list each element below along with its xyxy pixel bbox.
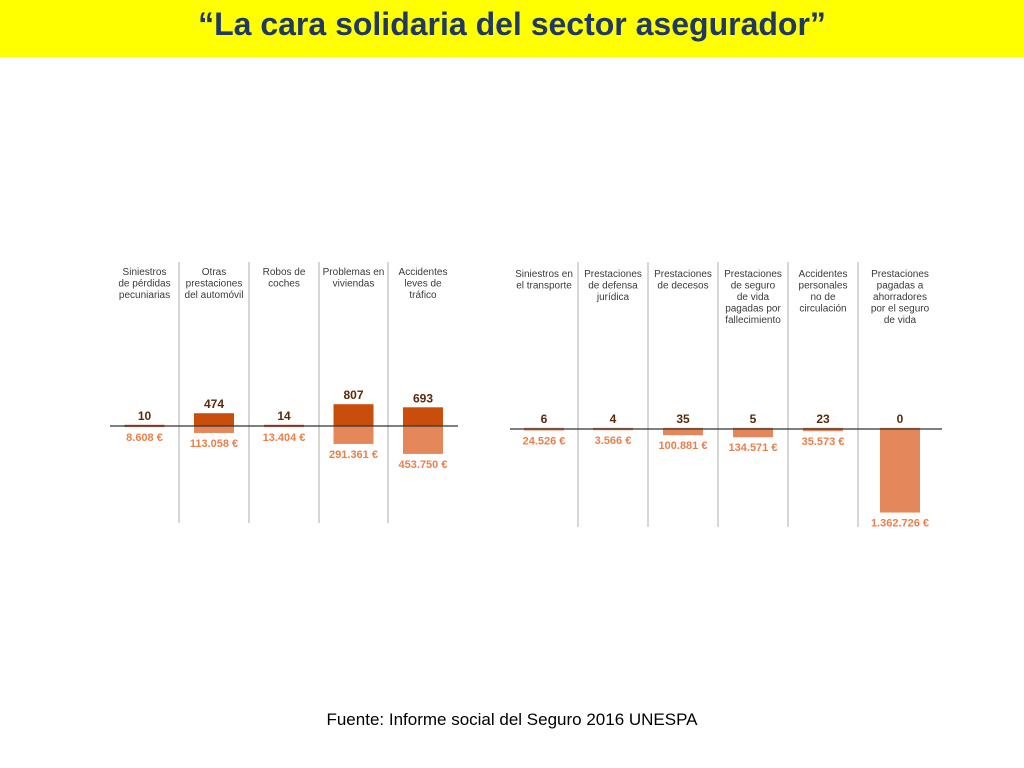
category-label: de pérdidas [118, 279, 170, 290]
category-label: Siniestros en [515, 269, 573, 280]
amount-bar [733, 429, 773, 438]
amount-bar [663, 429, 703, 436]
category-label: de decesos [657, 281, 708, 292]
category-label: de vida [737, 292, 770, 303]
category-label: personales [799, 281, 848, 292]
amount-label: 35.573 € [802, 436, 845, 448]
category-label: Accidentes [399, 267, 448, 278]
category-label: no de [810, 292, 835, 303]
count-label: 807 [343, 388, 363, 402]
amount-label: 100.881 € [659, 440, 708, 452]
source-caption: Fuente: Informe social del Seguro 2016 U… [326, 710, 698, 729]
count-label: 4 [610, 412, 617, 426]
category-label: Problemas en [323, 267, 385, 278]
category-label: circulación [799, 304, 846, 315]
category-label: viviendas [333, 279, 375, 290]
count-label: 35 [676, 412, 690, 426]
amount-label: 113.058 € [190, 438, 238, 450]
category-label: pagadas a [877, 281, 924, 292]
count-label: 5 [750, 412, 757, 426]
category-label: coches [268, 279, 300, 290]
category-label: jurídica [596, 292, 630, 303]
amount-label: 291.361 € [329, 449, 378, 461]
category-label: tráfico [409, 290, 437, 301]
category-label: Prestaciones [654, 269, 712, 280]
amount-bar [333, 426, 374, 444]
amount-bar [403, 426, 443, 454]
amount-label: 3.566 € [595, 435, 632, 447]
amount-label: 13.404 € [263, 432, 306, 444]
category-label: Otras [202, 267, 226, 278]
category-label: Prestaciones [724, 269, 782, 280]
category-label: fallecimiento [725, 315, 781, 326]
count-bar [194, 413, 234, 426]
count-label: 0 [897, 412, 904, 426]
amount-label: 1.362.726 € [871, 518, 929, 530]
count-label: 693 [413, 391, 433, 405]
category-label: pecuniarias [119, 290, 170, 301]
amount-label: 453.750 € [399, 459, 448, 471]
category-label: de vida [884, 315, 917, 326]
count-label: 10 [138, 409, 152, 423]
category-label: Prestaciones [871, 269, 929, 280]
category-label: Prestaciones [584, 269, 642, 280]
slide-title: “La cara solidaria del sector asegurador… [198, 6, 826, 42]
count-label: 474 [204, 397, 224, 411]
amount-bar [524, 429, 564, 431]
category-label: Robos de [263, 267, 306, 278]
category-label: el transporte [516, 281, 572, 292]
count-bar [333, 404, 374, 426]
category-label: prestaciones [186, 279, 243, 290]
title-bar [0, 0, 1024, 57]
category-label: del automóvil [185, 290, 244, 301]
count-label: 6 [541, 412, 548, 426]
category-label: Accidentes [799, 269, 848, 280]
category-label: por el seguro [871, 304, 930, 315]
category-label: de seguro [731, 281, 776, 292]
amount-bar [880, 429, 920, 513]
amount-label: 8.608 € [126, 432, 163, 444]
amount-bar [194, 426, 234, 433]
amount-label: 24.526 € [523, 436, 566, 448]
count-bar [403, 407, 443, 426]
amount-bar [803, 429, 843, 432]
amount-label: 134.571 € [729, 442, 778, 454]
category-label: de defensa [588, 281, 638, 292]
category-label: ahorradores [873, 292, 927, 303]
count-label: 23 [816, 412, 830, 426]
count-label: 14 [277, 409, 291, 423]
category-label: Siniestros [123, 267, 167, 278]
category-label: pagadas por [725, 304, 781, 315]
category-label: leves de [404, 279, 442, 290]
